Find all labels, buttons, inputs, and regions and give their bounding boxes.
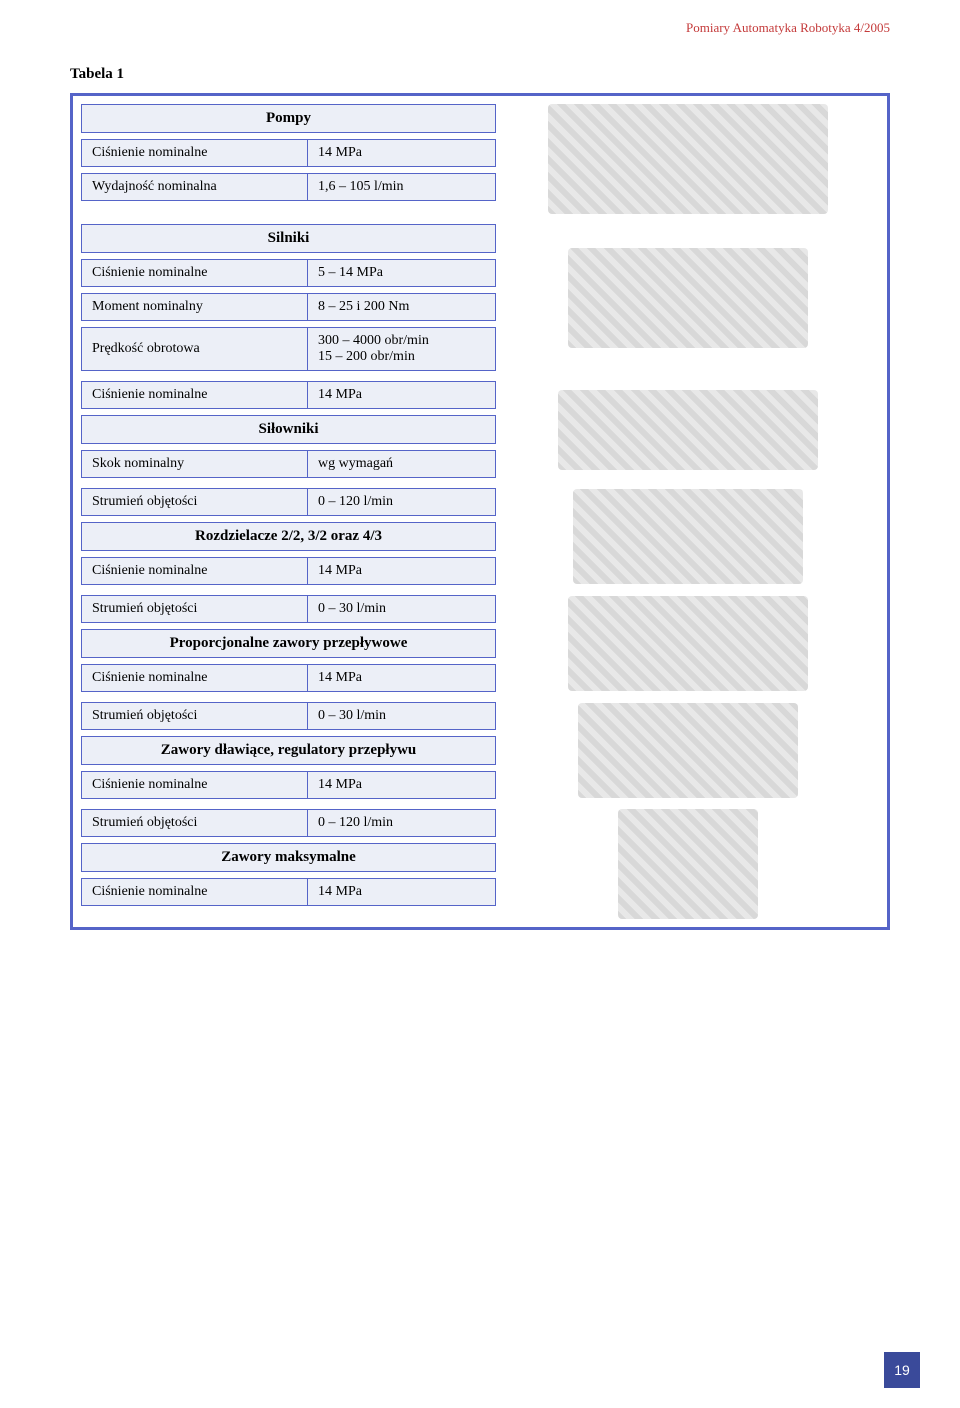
param-value: 8 – 25 i 200 Nm: [308, 294, 495, 320]
product-image-silowniki: [558, 390, 818, 470]
param-label: Ciśnienie nominalne: [82, 772, 308, 798]
product-image-zawory-dlawiace: [578, 703, 798, 798]
image-column: [496, 595, 879, 692]
param-label: Ciśnienie nominalne: [82, 382, 308, 408]
data-row: Strumień objętości0 – 120 l/min: [81, 488, 496, 516]
param-value: 5 – 14 MPa: [308, 260, 495, 286]
param-value: 14 MPa: [308, 772, 495, 798]
param-value: 14 MPa: [308, 665, 495, 691]
section-heading: Pompy: [81, 104, 496, 133]
param-label: Ciśnienie nominalne: [82, 140, 308, 166]
image-column: [496, 381, 879, 478]
table-label: Tabela 1: [70, 66, 890, 83]
section-heading: Siłowniki: [81, 415, 496, 444]
image-column: [496, 224, 879, 371]
product-image-silniki: [568, 248, 808, 348]
data-column: Strumień objętości0 – 30 l/min Proporcjon…: [81, 595, 496, 692]
product-image-rozdzielacze: [573, 489, 803, 584]
param-label: Strumień objętości: [82, 810, 308, 836]
param-value: 0 – 30 l/min: [308, 703, 495, 729]
param-value: 14 MPa: [308, 382, 495, 408]
product-image-zawory-maksymalne: [618, 809, 758, 919]
section-row: Strumień objętości0 – 120 l/min Zawory ma…: [81, 809, 879, 919]
image-column: [496, 809, 879, 919]
image-column: [496, 104, 879, 214]
data-row: Ciśnienie nominalne14 MPa: [81, 381, 496, 409]
section-row: PompyCiśnienie nominalne14 MPaWydajność …: [81, 104, 879, 214]
data-row: Strumień objętości0 – 120 l/min: [81, 809, 496, 837]
param-label: Strumień objętości: [82, 596, 308, 622]
data-row: Ciśnienie nominalne5 – 14 MPa: [81, 259, 496, 287]
param-value: wg wymagań: [308, 451, 495, 477]
data-row: Wydajność nominalna1,6 – 105 l/min: [81, 173, 496, 201]
data-column: PompyCiśnienie nominalne14 MPaWydajność …: [81, 104, 496, 214]
main-table: PompyCiśnienie nominalne14 MPaWydajność …: [70, 93, 890, 930]
data-column: Strumień objętości0 – 120 l/min Zawory ma…: [81, 809, 496, 919]
page: Pomiary Automatyka Robotyka 4/2005 Tabel…: [0, 0, 960, 1408]
section-heading: Zawory maksymalne: [81, 843, 496, 872]
section-row: Strumień objętości0 – 30 l/min Zawory dła…: [81, 702, 879, 799]
section-row: SilnikiCiśnienie nominalne5 – 14 MPaMome…: [81, 224, 879, 371]
param-value: 14 MPa: [308, 879, 495, 905]
param-value: 0 – 30 l/min: [308, 596, 495, 622]
param-label: Prędkość obrotowa: [82, 328, 308, 370]
section-heading: Silniki: [81, 224, 496, 253]
param-label: Strumień objętości: [82, 703, 308, 729]
product-image-pompy: [548, 104, 828, 214]
param-label: Ciśnienie nominalne: [82, 558, 308, 584]
param-label: Ciśnienie nominalne: [82, 665, 308, 691]
data-row: Ciśnienie nominalne14 MPa: [81, 139, 496, 167]
data-column: Strumień objętości0 – 120 l/min Rozdziela…: [81, 488, 496, 585]
param-value: 0 – 120 l/min: [308, 810, 495, 836]
data-row: Prędkość obrotowa300 – 4000 obr/min 15 –…: [81, 327, 496, 371]
data-column: Ciśnienie nominalne14 MPa Siłowniki Skok n…: [81, 381, 496, 478]
param-value: 300 – 4000 obr/min 15 – 200 obr/min: [308, 328, 495, 370]
param-label: Ciśnienie nominalne: [82, 260, 308, 286]
param-label: Moment nominalny: [82, 294, 308, 320]
image-column: [496, 488, 879, 585]
image-column: [496, 702, 879, 799]
param-label: Ciśnienie nominalne: [82, 879, 308, 905]
section-row: Strumień objętości0 – 120 l/min Rozdziela…: [81, 488, 879, 585]
section-row: Strumień objętości0 – 30 l/min Proporcjon…: [81, 595, 879, 692]
param-label: Wydajność nominalna: [82, 174, 308, 200]
param-value: 1,6 – 105 l/min: [308, 174, 495, 200]
data-column: SilnikiCiśnienie nominalne5 – 14 MPaMome…: [81, 224, 496, 371]
data-row: Moment nominalny8 – 25 i 200 Nm: [81, 293, 496, 321]
section-row: Ciśnienie nominalne14 MPa Siłowniki Skok n…: [81, 381, 879, 478]
data-row: Strumień objętości0 – 30 l/min: [81, 702, 496, 730]
param-value: 14 MPa: [308, 558, 495, 584]
data-row: Strumień objętości0 – 30 l/min: [81, 595, 496, 623]
param-value: 0 – 120 l/min: [308, 489, 495, 515]
section-heading: Zawory dławiące, regulatory przepływu: [81, 736, 496, 765]
data-row: Ciśnienie nominalne14 MPa: [81, 664, 496, 692]
section-heading: Rozdzielacze 2/2, 3/2 oraz 4/3: [81, 522, 496, 551]
param-label: Strumień objętości: [82, 489, 308, 515]
journal-header: Pomiary Automatyka Robotyka 4/2005: [70, 20, 890, 36]
param-value: 14 MPa: [308, 140, 495, 166]
product-image-zawory-proporcjonalne: [568, 596, 808, 691]
page-number: 19: [884, 1352, 920, 1388]
data-row: Skok nominalnywg wymagań: [81, 450, 496, 478]
data-row: Ciśnienie nominalne14 MPa: [81, 557, 496, 585]
data-column: Strumień objętości0 – 30 l/min Zawory dła…: [81, 702, 496, 799]
section-heading: Proporcjonalne zawory przepływowe: [81, 629, 496, 658]
data-row: Ciśnienie nominalne14 MPa: [81, 771, 496, 799]
param-label: Skok nominalny: [82, 451, 308, 477]
data-row: Ciśnienie nominalne14 MPa: [81, 878, 496, 906]
